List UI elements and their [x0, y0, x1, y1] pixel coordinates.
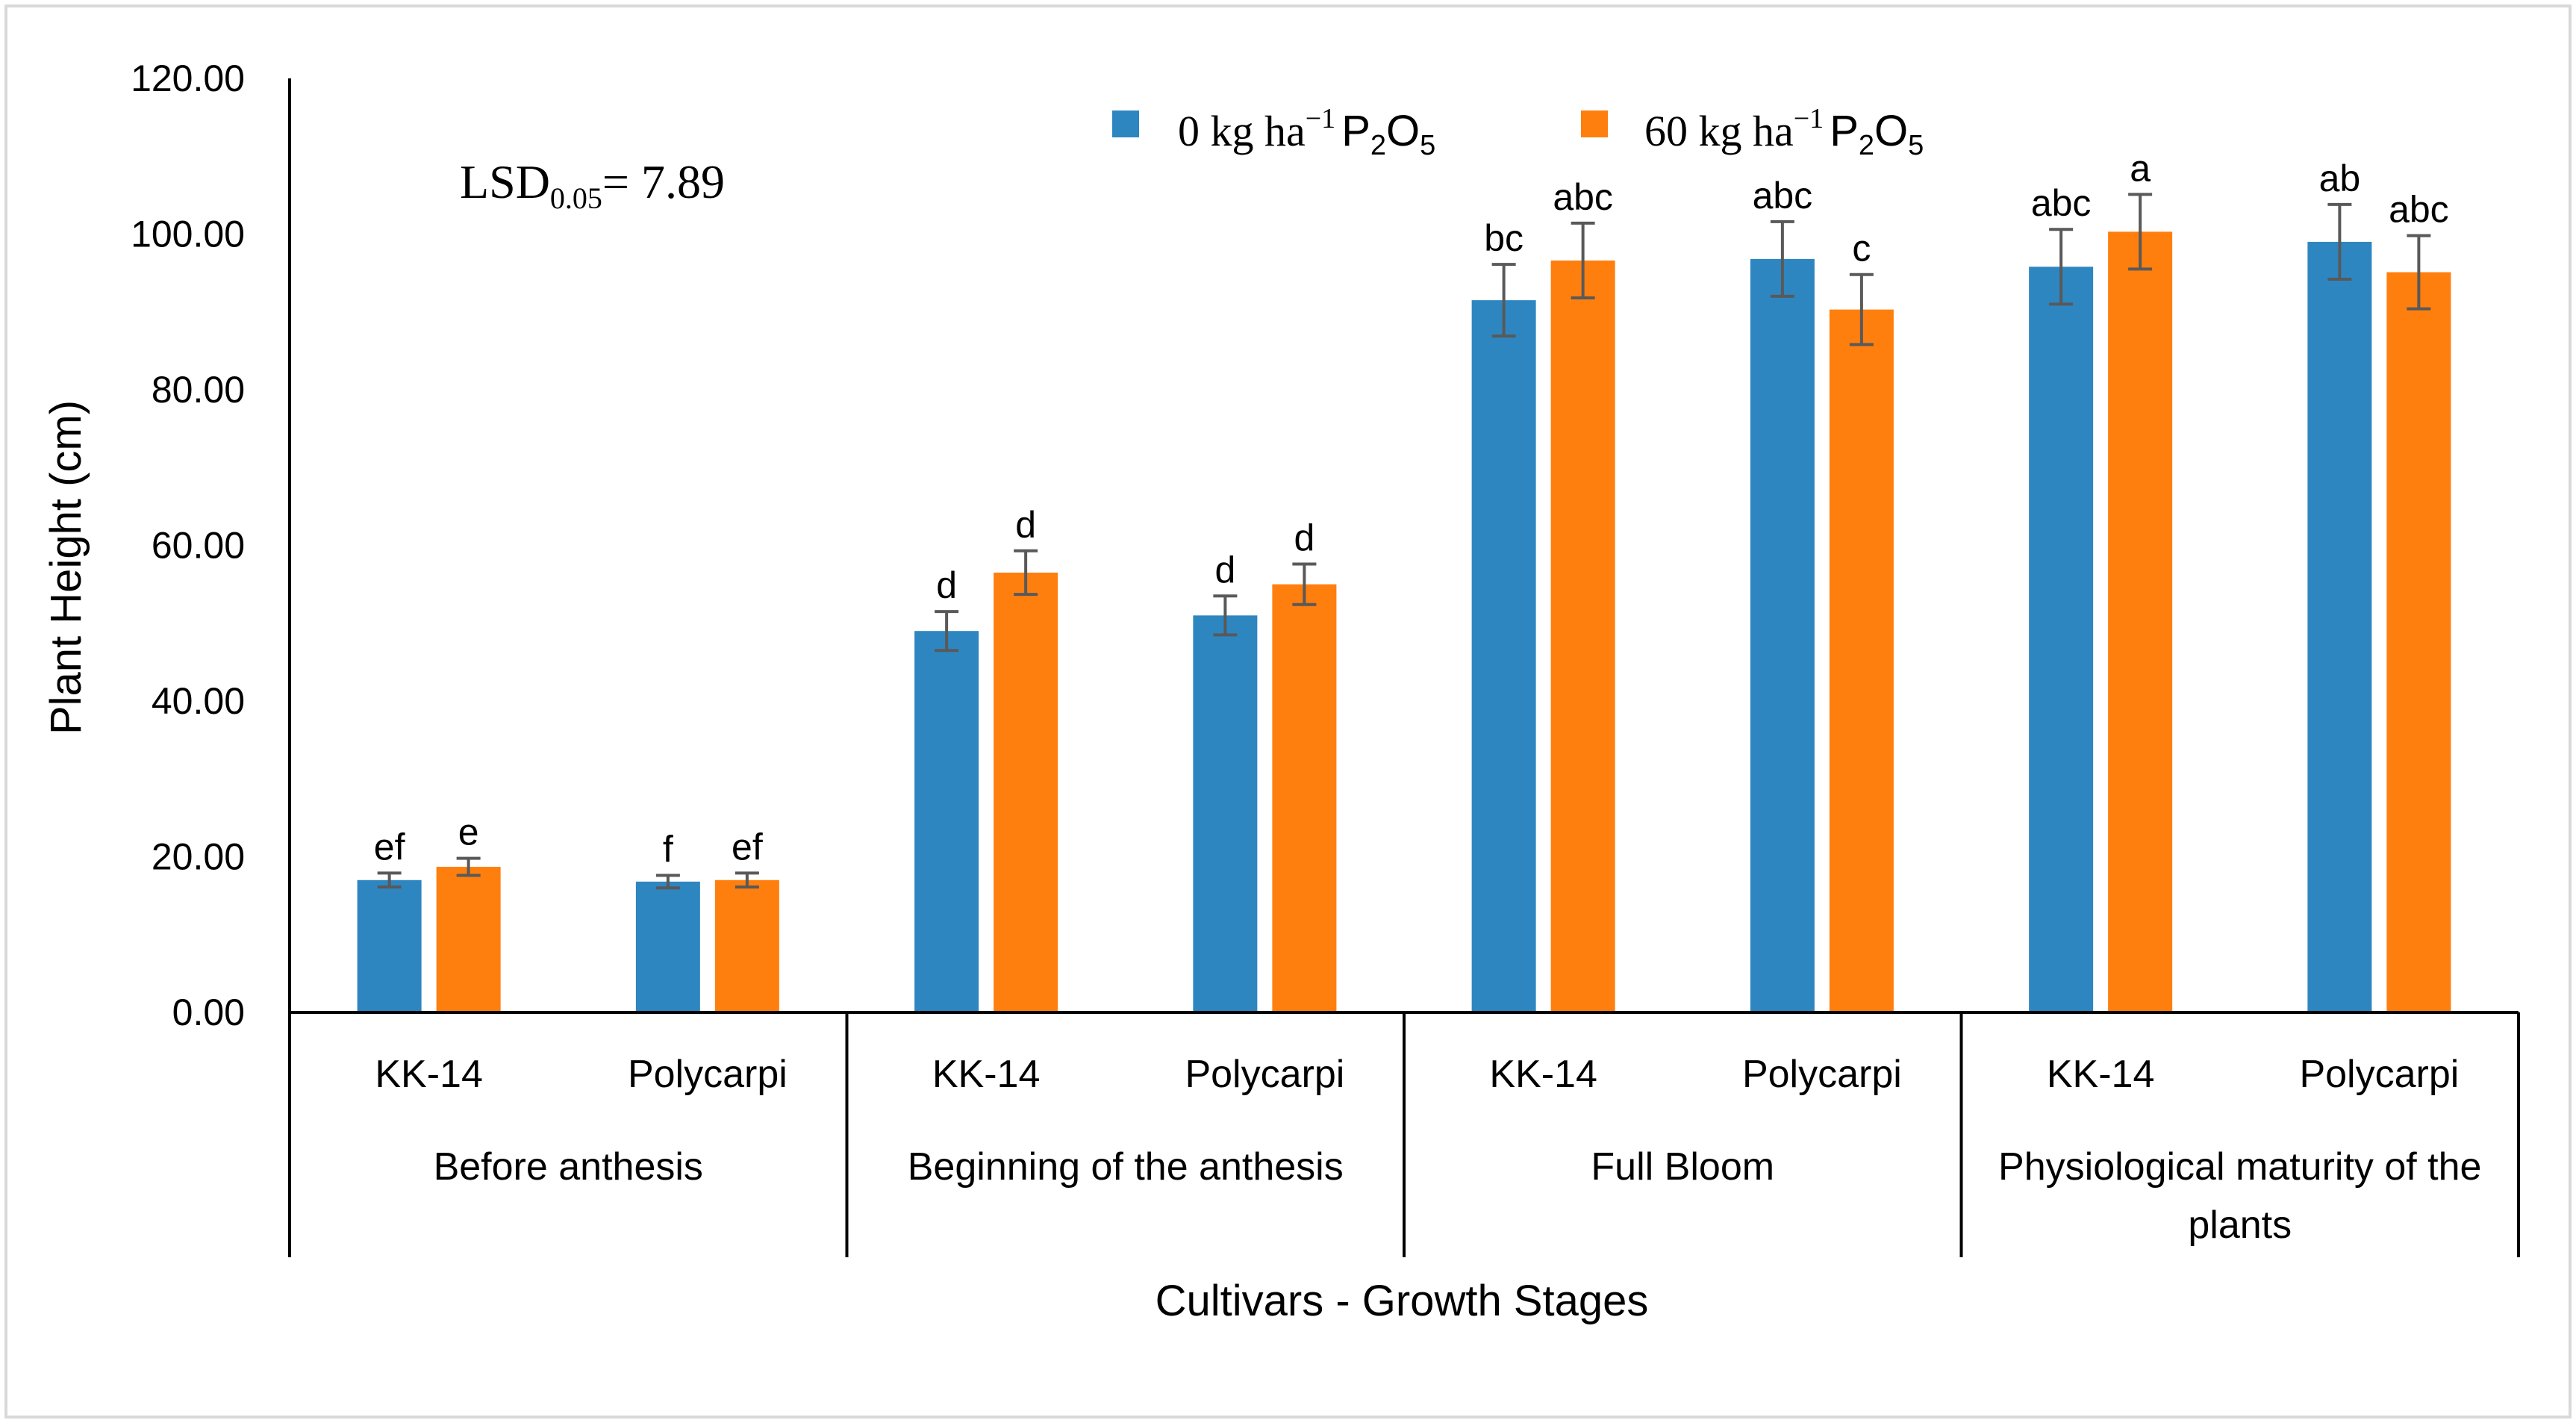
x-group-label: Beginning of the anthesis: [908, 1145, 1344, 1189]
y-tick-label: 60.00: [152, 525, 245, 567]
significance-letter: ab: [2319, 158, 2361, 199]
significance-letter: d: [1294, 517, 1314, 559]
significance-letter: ef: [732, 826, 763, 868]
bar-series-1: [1829, 309, 1894, 1012]
significance-letter: abc: [2031, 182, 2092, 224]
y-tick-label: 20.00: [152, 836, 245, 878]
legend: 0 kg ha−1 P2O5 60 kg ha−1 P2O5: [1112, 103, 1924, 161]
bar-series-0: [1471, 300, 1536, 1012]
y-tick-label: 0.00: [172, 991, 245, 1033]
bar-series-0: [1193, 615, 1258, 1012]
significance-letter: d: [1214, 549, 1235, 591]
y-axis-title: Plant Height (cm): [42, 400, 90, 735]
bar-series-0: [1750, 258, 1815, 1012]
x-group-label: Physiological maturity of the: [1998, 1145, 2481, 1189]
bar-series-1: [2386, 272, 2451, 1012]
legend-label-series-1: 60 kg ha−1 P2O5: [1644, 103, 1924, 161]
x-category-label: KK-14: [1489, 1053, 1597, 1096]
x-category-label: Polycarpi: [1185, 1053, 1344, 1096]
significance-letter: e: [458, 812, 479, 853]
significance-letter: abc: [1753, 175, 1813, 217]
y-tick-label: 40.00: [152, 680, 245, 722]
legend-swatch-series-0: [1112, 110, 1139, 137]
bar-series-0: [357, 879, 422, 1012]
bar-series-1: [994, 572, 1058, 1012]
bar-series-1: [714, 879, 779, 1012]
bar-series-0: [2029, 267, 2094, 1012]
legend-swatch-series-1: [1581, 110, 1608, 137]
significance-letter: a: [2130, 147, 2151, 189]
y-axis: 0.00 20.00 40.00 60.00 80.00 100.00 120.00: [131, 57, 291, 1033]
lsd-prefix: LSD: [460, 155, 550, 208]
x-category-label: Polycarpi: [628, 1053, 788, 1096]
bar-series-1: [1550, 260, 1615, 1012]
x-category-label: KK-14: [375, 1053, 483, 1096]
significance-letter: d: [936, 564, 957, 606]
legend-label-series-0: 0 kg ha−1 P2O5: [1178, 103, 1435, 161]
x-axis-title: Cultivars - Growth Stages: [1156, 1277, 1649, 1325]
significance-letter: abc: [2389, 189, 2449, 231]
bar-series-0: [2307, 241, 2372, 1012]
bar-series-1: [436, 867, 501, 1012]
x-category-label: KK-14: [2047, 1053, 2155, 1096]
x-group-label: Full Bloom: [1591, 1145, 1774, 1189]
bars-layer: [357, 231, 2451, 1012]
x-category-label: Polycarpi: [2299, 1053, 2459, 1096]
significance-letter: abc: [1553, 176, 1613, 218]
chart-frame: [4, 4, 2572, 1419]
x-category-label: Polycarpi: [1742, 1053, 1902, 1096]
y-tick-label: 120.00: [131, 57, 245, 99]
lsd-subscript: 0.05: [550, 181, 602, 215]
x-category-label: KK-14: [932, 1053, 1041, 1096]
lsd-annotation: LSD0.05= 7.89: [460, 155, 725, 215]
bar-series-1: [1272, 584, 1337, 1012]
bar-series-1: [2108, 231, 2173, 1012]
lsd-value: = 7.89: [602, 155, 725, 208]
significance-letter: d: [1015, 504, 1036, 546]
significance-letter: bc: [1484, 217, 1524, 259]
y-tick-label: 80.00: [152, 369, 245, 411]
x-axis: KK-14 Polycarpi KK-14 Polycarpi KK-14 Polycar…: [288, 1011, 2520, 1257]
bar-series-0: [635, 881, 700, 1012]
x-group-label: Before anthesis: [434, 1145, 703, 1189]
significance-letter: ef: [374, 826, 405, 868]
y-tick-label: 100.00: [131, 214, 245, 255]
error-bars-layer: [377, 193, 2431, 890]
significance-letter: c: [1852, 228, 1871, 270]
bar-series-0: [914, 631, 979, 1012]
significance-letter: f: [663, 829, 673, 871]
x-group-label: plants: [2188, 1204, 2292, 1247]
